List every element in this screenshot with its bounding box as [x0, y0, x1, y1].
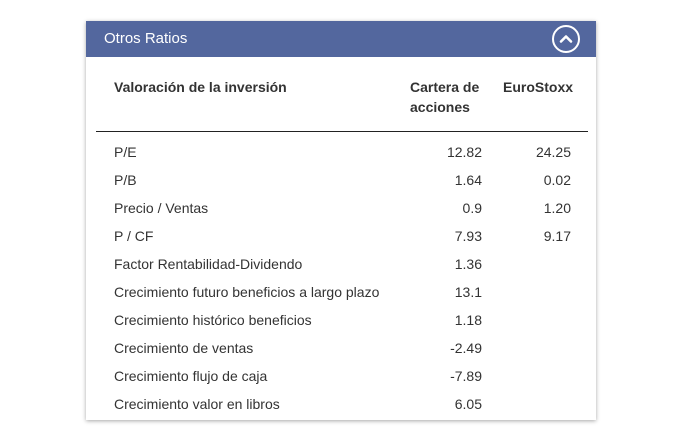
table-row: P/E 12.82 24.25	[86, 138, 596, 166]
row-label: Crecimiento futuro beneficios a largo pl…	[114, 284, 380, 300]
header-divider	[96, 131, 588, 132]
row-portfolio-value: 7.93	[454, 228, 482, 244]
row-benchmark-value: 24.25	[535, 144, 571, 160]
row-benchmark-value: 9.17	[543, 228, 571, 244]
header-valoracion: Valoración de la inversión	[114, 79, 287, 95]
row-label: Precio / Ventas	[114, 200, 209, 216]
table-row: Factor Rentabilidad-Dividendo 1.36	[86, 250, 596, 278]
row-portfolio-value: 13.1	[454, 284, 482, 300]
table-header: Valoración de la inversión Cartera de ac…	[86, 57, 596, 132]
table-row: Crecimiento valor en libros 6.05	[86, 390, 596, 418]
row-portfolio-value: 6.05	[454, 396, 482, 412]
row-label: P / CF	[114, 228, 154, 244]
chevron-up-icon	[559, 35, 573, 43]
table-row: Crecimiento de ventas -2.49	[86, 334, 596, 362]
row-portfolio-value: 1.64	[454, 172, 482, 188]
row-portfolio-value: -2.49	[450, 340, 482, 356]
row-label: Factor Rentabilidad-Dividendo	[114, 256, 303, 272]
collapse-button[interactable]	[552, 25, 580, 53]
table-body: P/E 12.82 24.25 P/B 1.64 0.02 Precio / V…	[86, 138, 596, 418]
row-label: P/E	[114, 144, 137, 160]
table-row: P / CF 7.93 9.17	[86, 222, 596, 250]
table-row: Crecimiento futuro beneficios a largo pl…	[86, 278, 596, 306]
panel-header: Otros Ratios	[86, 21, 596, 57]
row-label: Crecimiento valor en libros	[114, 396, 280, 412]
header-eurostoxx: EuroStoxx	[503, 79, 574, 95]
row-label: Crecimiento de ventas	[114, 340, 254, 356]
otros-ratios-panel: Otros Ratios Valoración de la inversión …	[86, 21, 596, 420]
row-label: P/B	[114, 172, 137, 188]
row-label: Crecimiento histórico beneficios	[114, 312, 312, 328]
table-row: Precio / Ventas 0.9 1.20	[86, 194, 596, 222]
row-portfolio-value: 12.82	[446, 144, 482, 160]
panel-title: Otros Ratios	[104, 30, 188, 47]
table-row: Crecimiento histórico beneficios 1.18	[86, 306, 596, 334]
table-row: P/B 1.64 0.02	[86, 166, 596, 194]
row-label: Crecimiento flujo de caja	[114, 368, 268, 384]
row-portfolio-value: 1.36	[454, 256, 482, 272]
header-cartera-line2: acciones	[410, 99, 470, 115]
header-cartera-line1: Cartera de	[410, 79, 480, 95]
header-cartera: Cartera de acciones	[410, 77, 479, 117]
row-portfolio-value: 1.18	[454, 312, 482, 328]
row-portfolio-value: 0.9	[462, 200, 482, 216]
table-row: Crecimiento flujo de caja -7.89	[86, 362, 596, 390]
row-benchmark-value: 1.20	[543, 200, 571, 216]
row-portfolio-value: -7.89	[450, 368, 482, 384]
row-benchmark-value: 0.02	[543, 172, 571, 188]
